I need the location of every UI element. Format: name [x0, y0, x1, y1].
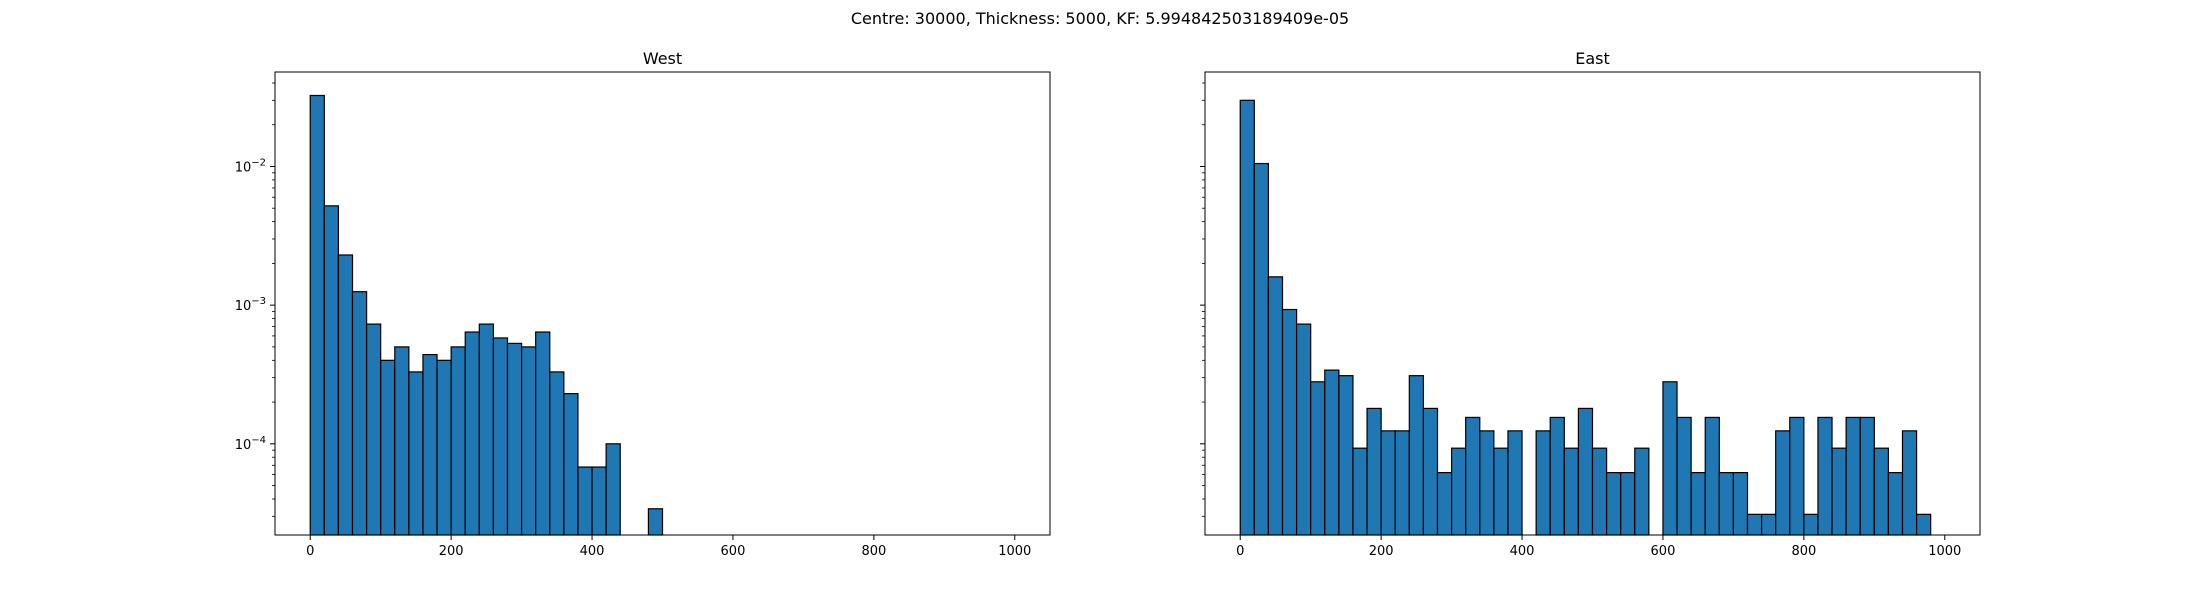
- histogram-bar: [380, 359, 396, 536]
- histogram-bar: [1380, 430, 1396, 536]
- histogram-bar: [605, 443, 621, 536]
- x-tick-label: 0: [1236, 544, 1244, 559]
- histogram-bar: [1338, 375, 1354, 536]
- west-panel: West 0 200 400 600 800 1000 10−4 10−3 10−2: [235, 49, 1051, 559]
- axes-title: West: [643, 49, 682, 68]
- histogram-bar: [591, 466, 607, 536]
- histogram-bar: [1563, 447, 1580, 536]
- histogram-bar: [1436, 472, 1453, 536]
- histogram-bar: [1817, 416, 1833, 536]
- y-tick-label: 10−2: [235, 157, 266, 175]
- x-tick-label: 0: [306, 544, 314, 559]
- histogram-bar: [1704, 416, 1720, 536]
- histogram-bar: [1732, 472, 1749, 536]
- histogram-bar: [1605, 472, 1622, 536]
- histogram-bar: [1507, 430, 1523, 536]
- x-tick-label: 600: [1651, 544, 1676, 559]
- histogram-bar: [1789, 416, 1805, 536]
- histogram-bar: [1718, 472, 1735, 536]
- histogram-bar: [1591, 447, 1608, 536]
- histogram-bar: [365, 323, 382, 536]
- x-tick-label: 200: [1369, 544, 1394, 559]
- histogram-bar: [309, 94, 325, 536]
- histogram-bar: [1324, 369, 1340, 536]
- histogram-bar: [1873, 447, 1890, 536]
- axes-title: East: [1575, 49, 1610, 68]
- x-tick-label: 600: [721, 544, 746, 559]
- x-tick-label: 800: [1791, 544, 1816, 559]
- x-tick-label: 400: [580, 544, 605, 559]
- histogram-bar: [1634, 447, 1650, 536]
- histogram-bar: [492, 337, 509, 536]
- histogram-bar: [1239, 99, 1255, 536]
- histogram-bar: [1479, 430, 1495, 536]
- histogram-bar: [337, 254, 354, 536]
- histogram-bar: [1577, 407, 1594, 536]
- histogram-bar: [1366, 407, 1382, 536]
- histogram-bar: [577, 466, 593, 536]
- histogram-bar: [1253, 162, 1270, 536]
- histogram-bar: [1845, 416, 1861, 536]
- x-tick-label: 1000: [1928, 544, 1961, 559]
- histogram-bar: [1450, 447, 1467, 536]
- histogram-bar: [1803, 513, 1819, 536]
- histogram-bar: [1352, 447, 1368, 536]
- x-tick-label: 800: [861, 544, 886, 559]
- histogram-bar: [506, 342, 523, 536]
- histogram-bar: [1662, 381, 1678, 536]
- figure-suptitle: Centre: 30000, Thickness: 5000, KF: 5.99…: [850, 9, 1350, 28]
- histogram-bar: [1295, 323, 1312, 536]
- histogram-bar: [478, 323, 495, 536]
- east-panel: East 0 200 400 600 800 1000: [1200, 49, 1981, 559]
- histogram-bar: [1901, 430, 1918, 536]
- histogram-bar: [1281, 308, 1298, 536]
- axes-frame: [1204, 71, 1981, 536]
- histogram-bar: [1422, 407, 1439, 536]
- x-tick-label: 400: [1510, 544, 1535, 559]
- histogram-bar: [464, 331, 480, 536]
- histogram-bar: [1465, 416, 1481, 536]
- y-tick-label: 10−3: [235, 296, 266, 314]
- histogram-bar: [1310, 381, 1326, 536]
- histogram-bar: [436, 359, 452, 536]
- histogram-bar: [520, 346, 537, 536]
- histogram-bar: [1775, 430, 1791, 536]
- x-tick-label: 200: [439, 544, 464, 559]
- histogram-bar: [1493, 447, 1509, 536]
- histogram-bar: [1535, 430, 1551, 536]
- y-tick-label: 10−4: [235, 435, 266, 453]
- histogram-bar: [1267, 276, 1284, 536]
- histogram-bar: [1690, 472, 1706, 536]
- histogram-bar: [1859, 416, 1875, 536]
- histogram-bar: [1394, 430, 1410, 536]
- histogram-bar: [323, 205, 340, 536]
- histogram-bar: [1760, 513, 1777, 536]
- histogram-bar: [1887, 472, 1904, 536]
- histogram-bar: [535, 331, 551, 536]
- histogram-bar: [1676, 416, 1692, 536]
- histogram-bar: [450, 346, 466, 536]
- histogram-bar: [351, 291, 368, 536]
- histogram-bar: [1831, 447, 1847, 536]
- histogram-bar: [408, 371, 424, 536]
- histogram-bar: [1746, 513, 1763, 536]
- histogram-bar: [394, 346, 410, 536]
- histogram-bar: [549, 371, 565, 536]
- axes-frame: [274, 71, 1051, 536]
- histogram-bar: [647, 508, 664, 536]
- histogram-bar: [1549, 416, 1565, 536]
- x-tick-label: 1000: [998, 544, 1031, 559]
- histogram-bar: [1408, 375, 1425, 536]
- histogram-bar: [1620, 472, 1636, 536]
- histogram-bar: [1915, 513, 1932, 536]
- histogram-bar: [563, 393, 579, 536]
- histogram-bar: [422, 353, 438, 536]
